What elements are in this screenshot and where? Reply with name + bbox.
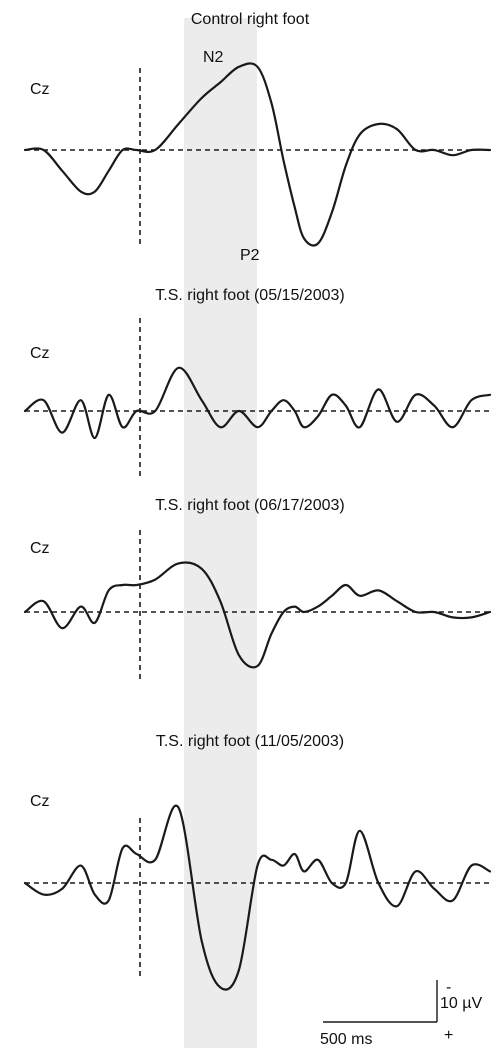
channel-label: Cz: [30, 793, 50, 810]
annotation-n2: N2: [203, 49, 224, 66]
annotation-p2: P2: [240, 247, 260, 264]
scale-time-label: 500 ms: [320, 1031, 372, 1048]
channel-label: Cz: [30, 81, 50, 98]
scale-bar: - 10 µV + 500 ms: [320, 979, 482, 1048]
panel-title: T.S. right foot (06/17/2003): [155, 497, 344, 514]
waveform: [25, 806, 490, 990]
waveform: [25, 368, 490, 438]
channel-label: Cz: [30, 345, 50, 362]
panel-ts-0617: T.S. right foot (06/17/2003) Cz: [25, 497, 490, 680]
panel-title: Control right foot: [191, 11, 310, 28]
waveform: [25, 563, 490, 668]
panel-title: T.S. right foot (11/05/2003): [156, 733, 344, 750]
panel-ts-0515: T.S. right foot (05/15/2003) Cz: [25, 287, 490, 480]
panel-control: Control right foot Cz N2 P2: [25, 11, 490, 264]
scale-amplitude-label: 10 µV: [440, 995, 482, 1012]
channel-label: Cz: [30, 540, 50, 557]
scale-polarity-negative: -: [446, 979, 451, 996]
panel-ts-1105: T.S. right foot (11/05/2003) Cz: [25, 733, 490, 990]
panel-title: T.S. right foot (05/15/2003): [155, 287, 344, 304]
scale-polarity-positive: +: [444, 1027, 453, 1044]
waveform: [25, 63, 490, 245]
